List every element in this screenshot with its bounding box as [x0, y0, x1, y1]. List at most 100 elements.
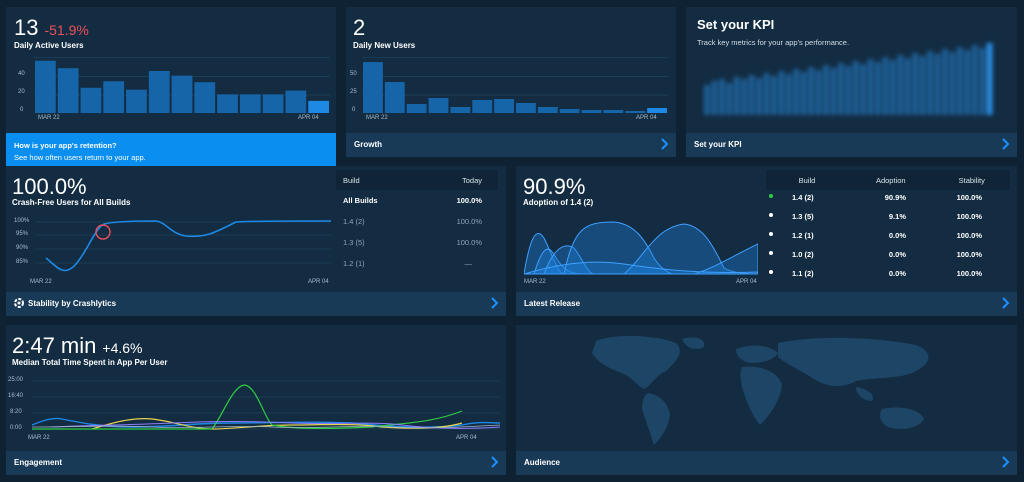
kpi-preview-bar [889, 60, 896, 115]
kpi-preview-bar [800, 72, 807, 115]
table-cell: 1.4 (2) [343, 217, 365, 226]
kpi-preview-bar [748, 75, 755, 115]
engagement-label: Median Total Time Spent in App Per User [12, 358, 168, 367]
kpi-preview-bar [822, 65, 829, 115]
kpi-preview-bar [867, 59, 874, 115]
table-row[interactable]: 1.2 (1) — [336, 253, 498, 274]
crash-ytick: 100% [14, 218, 30, 224]
adoption-x-end: APR 04 [736, 279, 757, 285]
table-cell: 9.1% [888, 212, 906, 221]
status-dot-icon [769, 232, 773, 236]
engagement-series-line [91, 418, 463, 430]
dnu-bar [559, 109, 580, 113]
dau-bar [239, 94, 261, 113]
dau-delta: -51.9% [44, 22, 89, 38]
dnu-x-start: MAR 22 [366, 115, 388, 121]
chevron-right-icon[interactable] [658, 137, 670, 151]
dau-bar [285, 90, 307, 113]
engagement-delta: +4.6% [102, 340, 143, 356]
audience-footer[interactable]: Audience [516, 451, 1017, 475]
kpi-preview-bar [815, 70, 822, 115]
dnu-ytick: 50 [350, 71, 357, 77]
table-row[interactable]: 1.1 (2) 0.0% 100.0% [766, 264, 1010, 283]
engagement-series-line [32, 417, 500, 428]
table-cell: 100.0% [456, 217, 482, 226]
kpi-preview-bar [934, 54, 941, 115]
table-row[interactable]: 1.3 (5) 9.1% 100.0% [766, 207, 1010, 226]
crash-x-end: APR 04 [308, 279, 329, 285]
engagement-ytick: 8:20 [10, 409, 22, 415]
adoption-card[interactable]: 90.9% Adoption of 1.4 (2) MAR 22 APR 04 … [516, 166, 1017, 316]
adoption-x-start: MAR 22 [524, 279, 546, 285]
kpi-preview-bar [793, 69, 800, 115]
engagement-link-label: Engagement [14, 458, 63, 467]
dnu-bar [647, 108, 667, 113]
kpi-preview-bar [763, 73, 770, 115]
engagement-footer[interactable]: Engagement [6, 451, 506, 475]
kpi-preview-bar [718, 79, 725, 115]
kpi-preview-bar [986, 43, 993, 115]
chevron-right-icon[interactable] [999, 455, 1011, 469]
table-cell: 100.0% [456, 238, 482, 247]
kpi-preview-bar [726, 83, 733, 115]
chevron-right-icon[interactable] [488, 296, 500, 310]
chevron-right-icon[interactable] [999, 296, 1011, 310]
kpi-preview-bar [971, 45, 978, 115]
table-row[interactable]: All Builds 100.0% [336, 190, 498, 211]
table-row[interactable]: 1.2 (1) 0.0% 100.0% [766, 226, 1010, 245]
crash-series-line [45, 220, 331, 272]
kpi-preview-bar [919, 56, 926, 115]
dau-bar [126, 89, 147, 113]
retention-banner[interactable]: How is your app's retention? See how oft… [6, 133, 336, 169]
adoption-build-table: Build Adoption Stability [766, 170, 1010, 190]
dnu-card[interactable]: 2 Daily New Users 50 25 0 MAR 22 APR 04 … [346, 7, 676, 157]
kpi-card[interactable]: Set your KPI Track key metrics for your … [686, 7, 1017, 157]
dau-ytick: 40 [18, 71, 25, 77]
growth-link-label: Growth [354, 140, 382, 149]
table-row[interactable]: 1.4 (2) 100.0% [336, 211, 498, 232]
dnu-ytick: 25 [350, 89, 357, 95]
dnu-ytick: 0 [352, 107, 356, 113]
crash-ytick: 85% [16, 259, 29, 265]
kpi-preview-bar [979, 48, 986, 115]
table-row[interactable]: 1.4 (2) 90.9% 100.0% [766, 188, 1010, 207]
adoption-table-body: 1.4 (2) 90.9% 100.0% 1.3 (5) 9.1% 100.0% 1.2 (… [766, 188, 1010, 283]
table-cell: 1.4 (2) [792, 193, 814, 202]
chevron-right-icon[interactable] [488, 455, 500, 469]
kpi-link-label: Set your KPI [694, 140, 742, 149]
dnu-footer[interactable]: Growth [346, 133, 676, 157]
kpi-preview-bar [956, 47, 963, 115]
dau-bar [148, 71, 170, 113]
crash-card[interactable]: 100.0% Crash-Free Users for All Builds 1… [6, 166, 506, 316]
dnu-bar [406, 104, 427, 113]
dnu-value: 2 [353, 15, 366, 40]
dau-card[interactable]: 13 -51.9% Daily Active Users 40 20 0 MAR … [6, 7, 336, 133]
dnu-x-end: APR 04 [636, 115, 657, 121]
table-row[interactable]: 1.0 (2) 0.0% 100.0% [766, 245, 1010, 264]
table-cell: 100.0% [956, 269, 982, 278]
engagement-series-line [51, 421, 500, 429]
crash-footer[interactable]: Stability by Crashlytics [6, 292, 506, 316]
kpi-preview-bar [704, 85, 710, 115]
dau-x-start: MAR 22 [38, 115, 60, 121]
engagement-value: 2:47 min [12, 333, 97, 358]
kpi-preview-bar [778, 71, 785, 115]
kpi-preview-bar [741, 79, 748, 115]
dau-bar [217, 94, 238, 113]
engagement-card[interactable]: 2:47 min +4.6% Median Total Time Spent in… [6, 325, 506, 475]
kpi-preview-bar [808, 67, 815, 115]
kpi-footer[interactable]: Set your KPI [686, 133, 1017, 157]
kpi-preview-bar [882, 57, 889, 115]
kpi-preview-bar [711, 81, 718, 115]
audience-card[interactable]: Audience [516, 325, 1017, 475]
table-cell: 1.2 (1) [792, 231, 814, 240]
table-header: Stability [933, 170, 1010, 190]
kpi-preview-bar [927, 51, 934, 115]
crashlytics-icon [14, 298, 24, 308]
table-cell: 1.3 (5) [792, 212, 814, 221]
table-row[interactable]: 1.3 (5) 100.0% [336, 232, 498, 253]
chevron-right-icon[interactable] [999, 137, 1011, 151]
dau-bar [103, 81, 125, 113]
adoption-footer[interactable]: Latest Release [516, 292, 1017, 316]
dau-value: 13 [14, 15, 39, 40]
